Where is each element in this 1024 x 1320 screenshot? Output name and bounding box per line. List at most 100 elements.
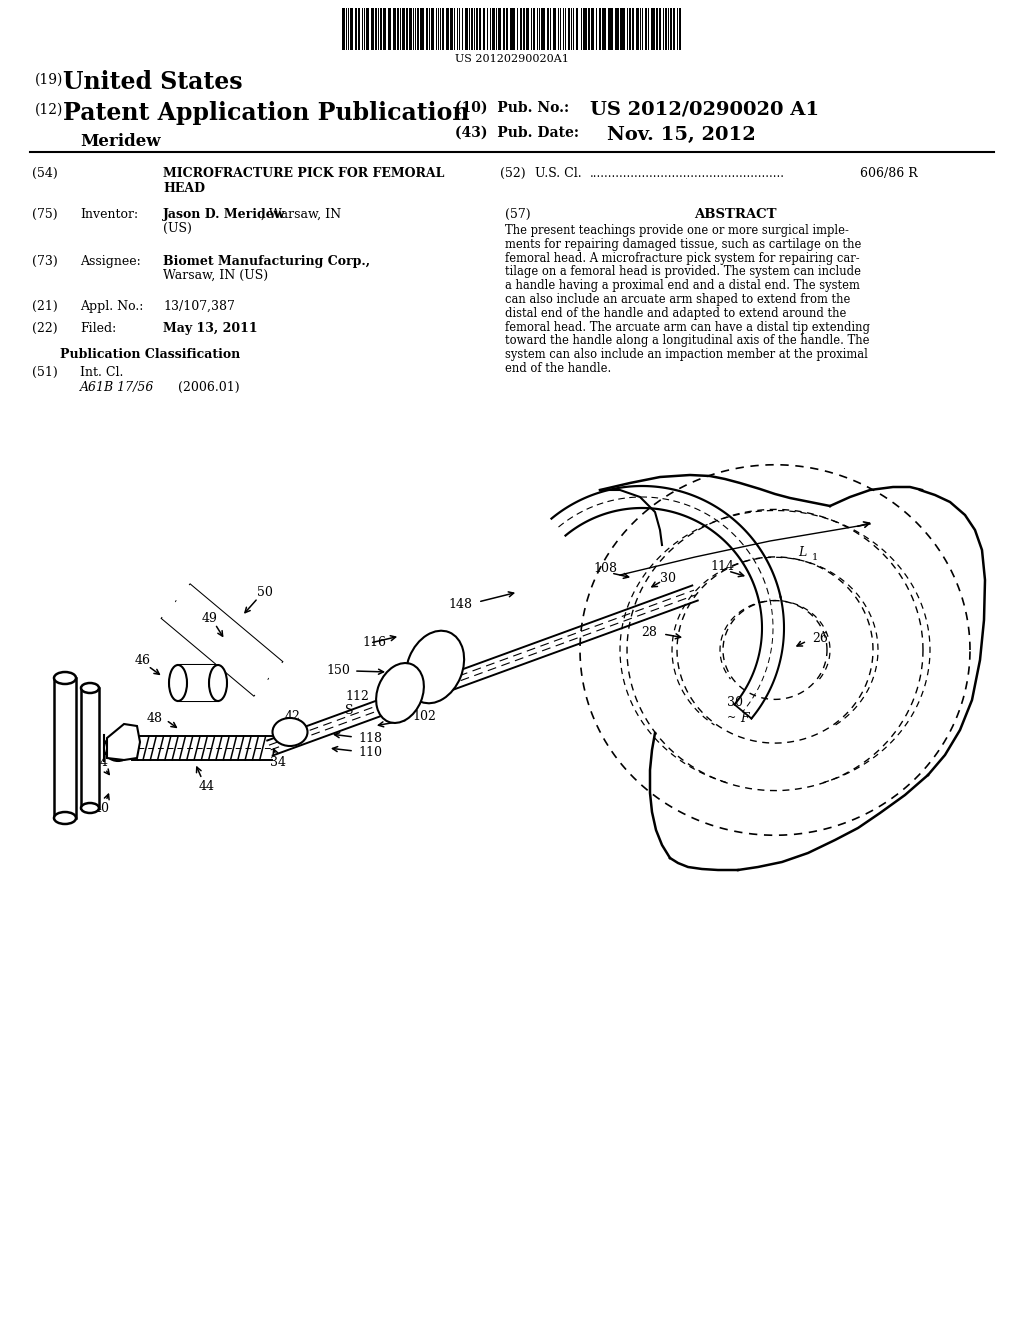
Bar	[347, 8, 349, 50]
Text: 13/107,387: 13/107,387	[163, 300, 234, 313]
Text: 148: 148	[449, 598, 472, 610]
Text: 114: 114	[710, 561, 734, 573]
Text: , Warsaw, IN: , Warsaw, IN	[261, 209, 341, 220]
Bar	[512, 8, 515, 50]
Bar	[498, 8, 500, 50]
Text: F: F	[740, 711, 750, 725]
Bar	[371, 8, 374, 50]
Bar	[420, 8, 422, 50]
Bar	[435, 8, 437, 50]
Text: (12): (12)	[35, 103, 63, 117]
Polygon shape	[106, 723, 140, 760]
Text: Assignee:: Assignee:	[80, 255, 140, 268]
Text: end of the handle.: end of the handle.	[505, 362, 611, 375]
Text: can also include an arcuate arm shaped to extend from the: can also include an arcuate arm shaped t…	[505, 293, 850, 306]
Bar	[599, 8, 601, 50]
Text: Appl. No.:: Appl. No.:	[80, 300, 143, 313]
Bar	[357, 8, 359, 50]
Bar	[482, 8, 485, 50]
Text: 112: 112	[345, 690, 369, 704]
Bar	[81, 688, 99, 808]
Bar	[388, 8, 389, 50]
Text: United States: United States	[63, 70, 243, 94]
Text: Jason D. Meridew: Jason D. Meridew	[163, 209, 286, 220]
Bar	[591, 8, 594, 50]
Text: (19): (19)	[35, 73, 63, 87]
Bar	[630, 8, 631, 50]
Text: Warsaw, IN (US): Warsaw, IN (US)	[163, 269, 268, 282]
Bar	[648, 8, 649, 50]
Bar	[671, 8, 672, 50]
Text: 1: 1	[812, 553, 818, 561]
Text: 102: 102	[412, 710, 436, 723]
Text: 44: 44	[199, 780, 215, 792]
Bar	[567, 8, 570, 50]
Text: system can also include an impaction member at the proximal: system can also include an impaction mem…	[505, 348, 868, 362]
Text: Patent Application Publication: Patent Application Publication	[63, 102, 469, 125]
Bar	[510, 8, 512, 50]
Ellipse shape	[104, 735, 132, 762]
Bar	[558, 8, 559, 50]
Bar	[417, 8, 419, 50]
Text: (51): (51)	[32, 366, 57, 379]
Ellipse shape	[406, 631, 464, 704]
Bar	[506, 8, 508, 50]
Bar	[588, 8, 590, 50]
Ellipse shape	[169, 665, 187, 701]
Text: 49: 49	[202, 611, 218, 624]
Bar	[478, 8, 480, 50]
Bar	[431, 8, 434, 50]
Text: 150: 150	[326, 664, 350, 677]
Bar	[445, 8, 449, 50]
Text: 42: 42	[285, 710, 301, 722]
Text: A61B 17/56: A61B 17/56	[80, 381, 155, 393]
Bar	[415, 8, 416, 50]
Bar	[451, 8, 453, 50]
Text: 108: 108	[593, 562, 617, 576]
Text: 30: 30	[660, 572, 676, 585]
Text: 26: 26	[812, 631, 827, 644]
Text: U.S. Cl.: U.S. Cl.	[535, 168, 586, 180]
Text: May 13, 2011: May 13, 2011	[163, 322, 258, 335]
Bar	[575, 8, 579, 50]
Bar	[644, 8, 647, 50]
Text: HEAD: HEAD	[163, 182, 205, 195]
Ellipse shape	[209, 665, 227, 701]
Bar	[471, 8, 473, 50]
Text: Publication Classification: Publication Classification	[59, 348, 240, 360]
Text: (57): (57)	[505, 209, 530, 220]
Ellipse shape	[253, 661, 283, 696]
Text: distal end of the handle and adapted to extend around the: distal end of the handle and adapted to …	[505, 306, 847, 319]
Text: (21): (21)	[32, 300, 57, 313]
Text: US 2012/0290020 A1: US 2012/0290020 A1	[590, 102, 819, 119]
Text: US 20120290020A1: US 20120290020A1	[455, 54, 569, 63]
Text: S: S	[345, 705, 353, 718]
Ellipse shape	[376, 663, 424, 723]
Bar	[350, 8, 353, 50]
Bar	[426, 8, 428, 50]
Bar	[378, 8, 380, 50]
Bar	[544, 8, 546, 50]
Bar	[596, 8, 597, 50]
Bar	[602, 8, 606, 50]
Bar	[565, 8, 566, 50]
Text: 118: 118	[358, 731, 382, 744]
Bar	[541, 8, 543, 50]
Bar	[465, 8, 468, 50]
Ellipse shape	[54, 672, 76, 684]
Text: ABSTRACT: ABSTRACT	[693, 209, 776, 220]
Bar	[607, 8, 609, 50]
Bar	[656, 8, 658, 50]
Bar	[637, 8, 639, 50]
Text: 116: 116	[362, 635, 386, 648]
Text: (75): (75)	[32, 209, 57, 220]
Bar	[457, 8, 458, 50]
Bar	[342, 8, 345, 50]
Bar	[402, 8, 404, 50]
Bar	[178, 665, 218, 701]
Text: The present teachings provide one or more surgical imple-: The present teachings provide one or mor…	[505, 224, 849, 238]
Text: (22): (22)	[32, 322, 57, 335]
Text: L: L	[798, 546, 806, 560]
Bar	[493, 8, 495, 50]
Bar	[583, 8, 585, 50]
